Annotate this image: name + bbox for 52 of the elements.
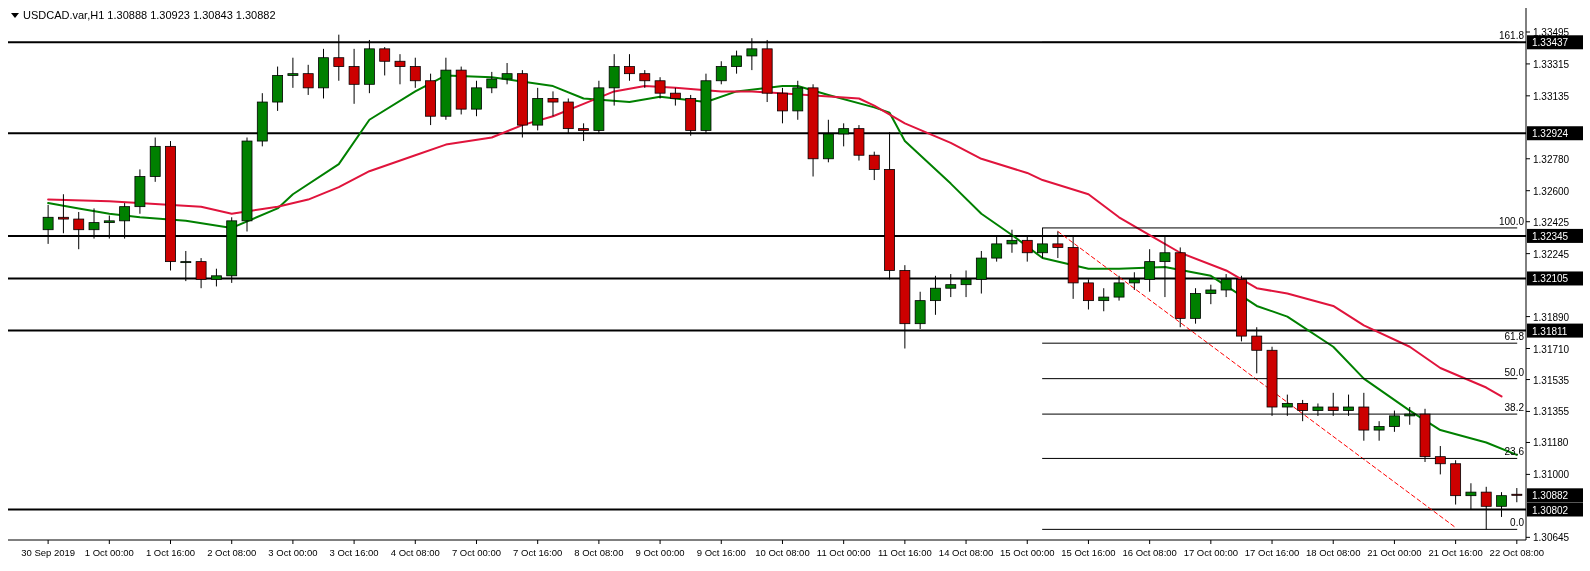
y-tick-label: 1.31000 xyxy=(1533,469,1570,481)
y-tick-label: 1.31890 xyxy=(1533,311,1570,323)
y-tick-label: 1.31180 xyxy=(1533,437,1569,449)
y-tick-label: 1.33135 xyxy=(1533,90,1570,102)
ref-line-label: 1.32105 xyxy=(1532,273,1569,285)
x-tick-label: 21 Oct 00:00 xyxy=(1367,547,1422,558)
x-tick-label: 16 Oct 08:00 xyxy=(1122,547,1177,558)
x-tick-label: 15 Oct 00:00 xyxy=(1000,547,1055,558)
x-tick-label: 15 Oct 16:00 xyxy=(1061,547,1116,558)
ref-line-label: 1.31811 xyxy=(1532,325,1568,337)
x-tick-label: 21 Oct 16:00 xyxy=(1428,547,1483,558)
x-tick-label: 10 Oct 08:00 xyxy=(755,547,810,558)
x-tick-label: 11 Oct 00:00 xyxy=(816,547,871,558)
y-tick-label: 1.31355 xyxy=(1533,406,1570,418)
x-tick-label: 14 Oct 08:00 xyxy=(938,547,994,558)
x-tick-label: 4 Oct 08:00 xyxy=(390,547,440,558)
text: 1.30882 xyxy=(1532,490,1569,502)
x-tick-label: 7 Oct 16:00 xyxy=(513,547,563,558)
x-tick-label: 2 Oct 08:00 xyxy=(207,547,257,558)
x-tick-label: 17 Oct 00:00 xyxy=(1183,547,1239,558)
x-tick-label: 17 Oct 16:00 xyxy=(1244,547,1300,558)
x-tick-label: 11 Oct 16:00 xyxy=(878,547,932,558)
y-tick-label: 1.32425 xyxy=(1533,216,1570,228)
x-tick-label: 9 Oct 16:00 xyxy=(696,547,746,558)
ref-line-label: 1.32924 xyxy=(1532,128,1569,140)
ref-line-label: 1.30802 xyxy=(1532,504,1569,516)
y-tick-label: 1.32600 xyxy=(1533,185,1570,197)
x-tick-label: 9 Oct 00:00 xyxy=(635,547,685,558)
series-label: 50.0 xyxy=(1504,366,1525,378)
y-tick-label: 1.31535 xyxy=(1533,374,1570,386)
x-tick-label: 1 Oct 16:00 xyxy=(145,547,196,558)
chart-title: USDCAD.var,H1 1.30888 1.30923 1.30843 1.30882 xyxy=(23,9,276,21)
x-tick-label: 7 Oct 00:00 xyxy=(451,547,502,558)
y-tick-label: 1.31710 xyxy=(1533,343,1570,355)
x-tick-label: 3 Oct 16:00 xyxy=(329,547,379,558)
ref-line-label: 1.32345 xyxy=(1532,230,1569,242)
x-tick-label: 1 Oct 00:00 xyxy=(84,547,134,558)
series-label: 38.2 xyxy=(1504,402,1525,414)
y-tick-label: 1.32780 xyxy=(1533,153,1570,165)
ref-line-label: 1.33437 xyxy=(1532,37,1569,49)
y-tick-label: 1.30645 xyxy=(1533,532,1570,544)
x-tick-label: 3 Oct 00:00 xyxy=(268,547,318,558)
x-tick-label: 22 Oct 08:00 xyxy=(1489,547,1545,558)
x-tick-label: 30 Sep 2019 xyxy=(21,547,76,558)
y-tick-label: 1.33315 xyxy=(1533,58,1570,70)
series-label: 0.0 xyxy=(1510,517,1525,529)
legend-label: 161.8 xyxy=(1498,30,1525,42)
series-label: 100.0 xyxy=(1498,215,1525,227)
series-label: 61.8 xyxy=(1504,331,1525,343)
x-tick-label: 8 Oct 08:00 xyxy=(574,547,624,558)
y-tick-label: 1.32245 xyxy=(1533,248,1570,260)
x-tick-label: 18 Oct 08:00 xyxy=(1306,547,1361,558)
